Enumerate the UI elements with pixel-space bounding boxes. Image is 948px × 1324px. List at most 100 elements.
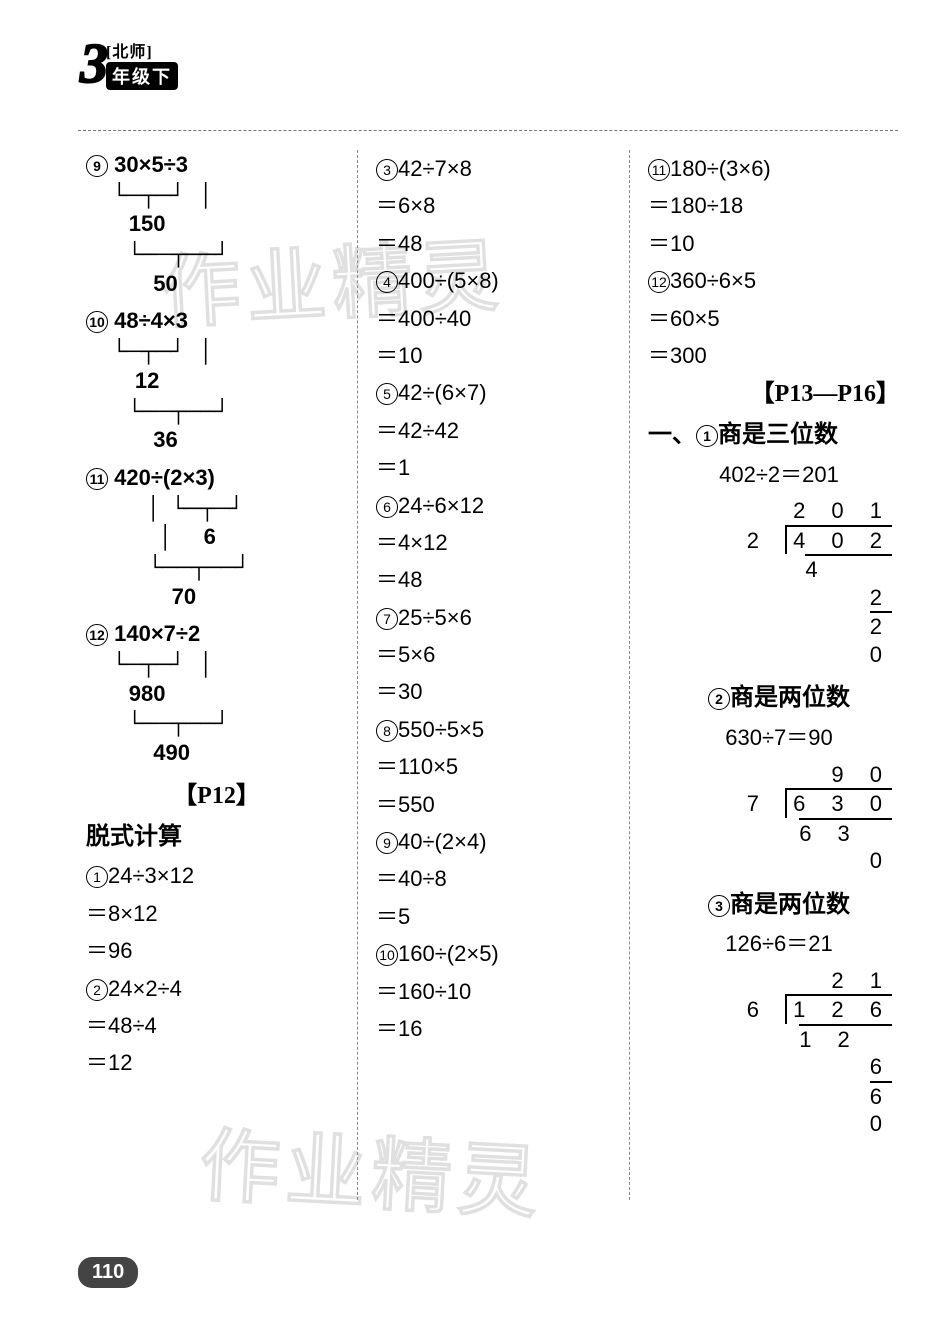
problem-9-tree: 9 30×5÷3 └─┬─┘ │ 150 └──┬──┘ 50: [86, 150, 347, 298]
step: 12: [86, 366, 347, 396]
problem-5: 542÷(6×7): [376, 374, 619, 411]
step: 980: [86, 679, 347, 709]
step: ＝60×5: [648, 300, 910, 337]
expr: 420÷(2×3): [114, 465, 215, 490]
step: ＝5×6: [376, 636, 619, 673]
work-row: 6: [747, 1053, 892, 1081]
num-badge: 9: [86, 155, 108, 177]
problem-11: 11180÷(3×6): [648, 150, 910, 187]
step: ＝96: [86, 932, 347, 969]
q2-heading: 2商是两位数: [648, 678, 910, 719]
long-division-2: 9 0 7 6 3 0 6 3 0: [648, 757, 910, 885]
work-row: 0: [745, 641, 892, 669]
problem-3: 342÷7×8: [376, 150, 619, 187]
step: ＝42÷42: [376, 412, 619, 449]
step: 490: [86, 738, 347, 768]
divisor-row: 6 1 2 6: [747, 994, 892, 1024]
page-header: 3 [北师] 年级下: [80, 32, 178, 96]
equation: 126÷6＝21: [648, 925, 910, 962]
q3-heading: 3商是两位数: [648, 885, 910, 926]
step: ＝40÷8: [376, 860, 619, 897]
step: 150: [86, 209, 347, 239]
num-badge: 12: [86, 624, 108, 646]
step: ＝160÷10: [376, 973, 619, 1010]
column-3: 11180÷(3×6) ＝180÷18 ＝10 12360÷6×5 ＝60×5 …: [630, 150, 910, 1200]
step: ＝16: [376, 1010, 619, 1047]
problem-1: 124÷3×12: [86, 857, 347, 894]
work-row: 0: [747, 1110, 892, 1138]
tree-bracket: └─┬─┘ │: [86, 336, 347, 366]
content-columns: 9 30×5÷3 └─┬─┘ │ 150 └──┬──┘ 50 10 48÷4×…: [86, 150, 910, 1200]
divisor-row: 2 4 0 2: [745, 525, 892, 555]
tree-bracket: └──┬──┘: [86, 708, 347, 738]
p13-header: 【P13—P16】: [648, 374, 910, 415]
work-row: 2: [745, 611, 892, 641]
grade-number: 3: [80, 32, 108, 96]
step: ＝48: [376, 561, 619, 598]
step: ＝1: [376, 449, 619, 486]
problem-12-tree: 12 140×7÷2 └─┬─┘ │ 980 └──┬──┘ 490: [86, 619, 347, 767]
step: ＝5: [376, 898, 619, 935]
equation: 630÷7＝90: [648, 719, 910, 756]
step: ＝300: [648, 337, 910, 374]
tree-bracket: │ └─┬─┘: [86, 493, 347, 523]
step: 50: [86, 269, 347, 299]
step: 36: [86, 425, 347, 455]
work-row: 4: [745, 554, 892, 584]
problem-7: 725÷5×6: [376, 599, 619, 636]
work-row: 1 2: [747, 1024, 892, 1054]
problem-9: 940÷(2×4): [376, 823, 619, 860]
step: ＝550: [376, 786, 619, 823]
step: ＝12: [86, 1044, 347, 1081]
step: ＝48: [376, 225, 619, 262]
problem-6: 624÷6×12: [376, 487, 619, 524]
divisor-row: 7 6 3 0: [747, 788, 892, 818]
p12-header: 【P12】: [86, 776, 347, 817]
step: ＝110×5: [376, 748, 619, 785]
problem-12: 12360÷6×5: [648, 262, 910, 299]
long-division-3: 2 1 6 1 2 6 1 2 6 6 0: [648, 963, 910, 1148]
step: ＝48÷4: [86, 1007, 347, 1044]
problem-2: 224×2÷4: [86, 970, 347, 1007]
column-1: 9 30×5÷3 └─┬─┘ │ 150 └──┬──┘ 50 10 48÷4×…: [86, 150, 358, 1200]
step: ＝8×12: [86, 895, 347, 932]
tree-bracket: └─┬─┘ │: [86, 649, 347, 679]
quotient: 2 0 1: [745, 497, 892, 525]
step: ＝6×8: [376, 187, 619, 224]
column-2: 342÷7×8 ＝6×8 ＝48 4400÷(5×8) ＝400÷40 ＝10 …: [358, 150, 630, 1200]
problem-8: 8550÷5×5: [376, 711, 619, 748]
step: ＝30: [376, 673, 619, 710]
quotient: 2 1: [747, 967, 892, 995]
step: 70: [86, 582, 347, 612]
step: ＝400÷40: [376, 300, 619, 337]
expr: 140×7÷2: [114, 621, 200, 646]
long-division-1: 2 0 1 2 4 0 2 4 2 2 0: [648, 493, 910, 678]
problem-4: 4400÷(5×8): [376, 262, 619, 299]
num-badge: 11: [86, 468, 108, 490]
grade-text: 年级下: [106, 62, 178, 90]
num-badge: 10: [86, 311, 108, 333]
equation: 402÷2＝201: [648, 456, 910, 493]
work-row: 2: [745, 584, 892, 612]
work-row: 6: [747, 1081, 892, 1111]
step: ＝10: [376, 337, 619, 374]
section-1-heading: 一、1商是三位数: [648, 415, 910, 456]
expr: 48÷4×3: [114, 308, 188, 333]
tree-bracket: └─┬─┘ │: [86, 180, 347, 210]
step: ＝4×12: [376, 524, 619, 561]
grade-badge: 3 [北师] 年级下: [80, 32, 178, 96]
page-number: 110: [78, 1257, 138, 1288]
problem-10-tree: 10 48÷4×3 └─┬─┘ │ 12 └──┬──┘ 36: [86, 306, 347, 454]
quotient: 9 0: [747, 761, 892, 789]
expr: 30×5÷3: [114, 152, 188, 177]
header-divider: [78, 130, 898, 131]
step: ＝180÷18: [648, 187, 910, 224]
work-row: 6 3: [747, 818, 892, 848]
step: │ 6: [86, 522, 347, 552]
tree-bracket: └──┬──┘: [86, 239, 347, 269]
tree-bracket: └──┬──┘: [86, 396, 347, 426]
tree-bracket: └──┬──┘: [86, 552, 347, 582]
p12-title: 脱式计算: [86, 817, 347, 858]
work-row: 0: [747, 847, 892, 875]
step: ＝10: [648, 225, 910, 262]
